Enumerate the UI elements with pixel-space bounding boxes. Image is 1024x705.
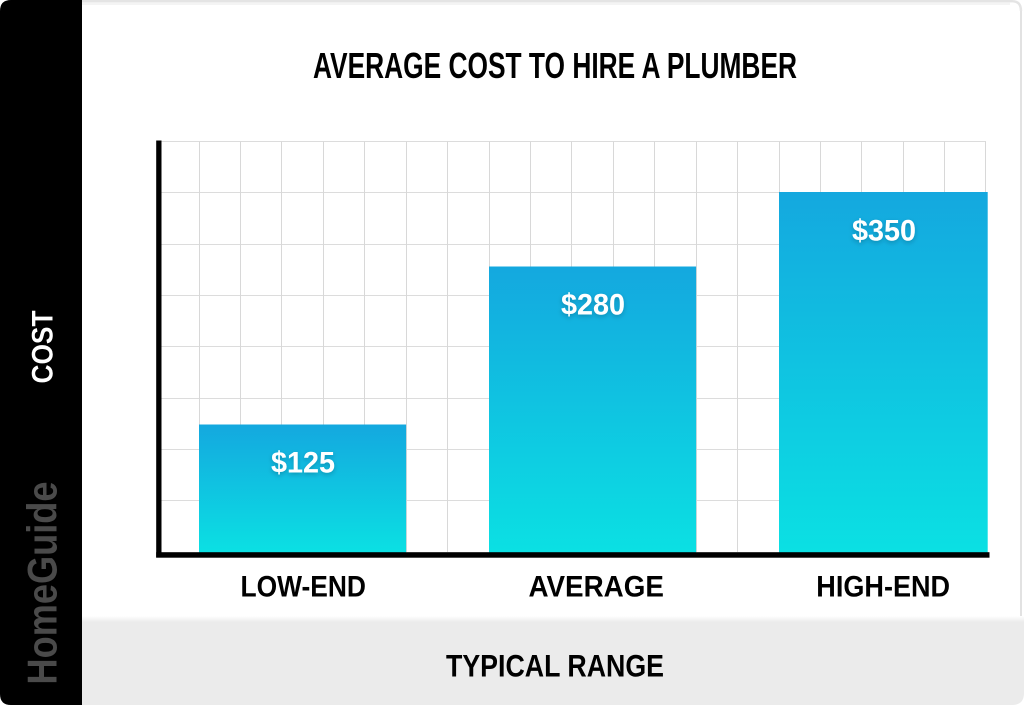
svg-text:HomeGuide: HomeGuide <box>19 482 66 685</box>
svg-text:LOW-END: LOW-END <box>241 571 367 604</box>
svg-text:$125: $125 <box>271 447 335 480</box>
svg-text:$280: $280 <box>561 289 625 322</box>
svg-text:HIGH-END: HIGH-END <box>816 571 950 604</box>
svg-text:AVERAGE COST TO HIRE A PLUMBER: AVERAGE COST TO HIRE A PLUMBER <box>313 45 797 86</box>
svg-text:TYPICAL RANGE: TYPICAL RANGE <box>446 648 664 684</box>
svg-text:AVERAGE: AVERAGE <box>529 571 664 604</box>
svg-text:COST: COST <box>27 311 60 384</box>
svg-text:$350: $350 <box>852 215 916 248</box>
